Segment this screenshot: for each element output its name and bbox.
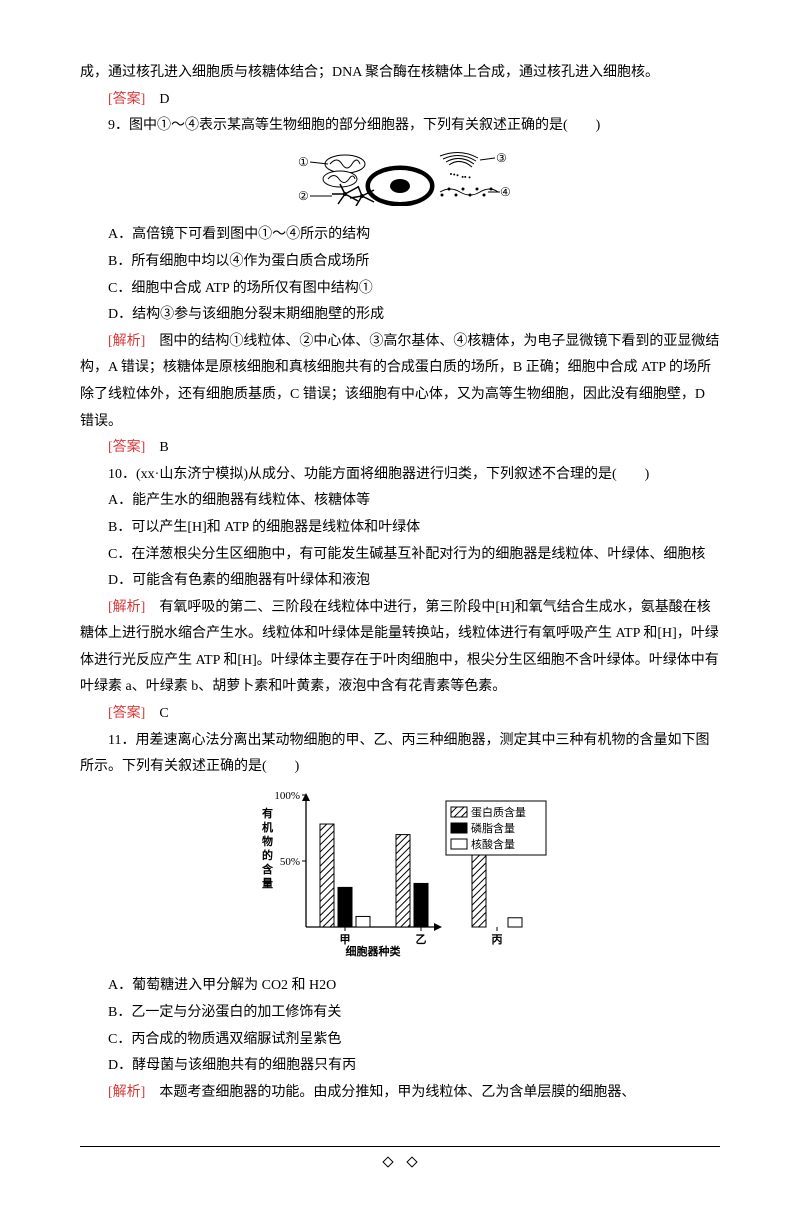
q9-answer: [答案] B xyxy=(80,435,720,462)
svg-text:核酸含量: 核酸含量 xyxy=(471,837,515,851)
q10-stem: 10．(xx·山东济宁模拟)从成分、功能方面将细胞器进行归类，下列叙述不合理的是… xyxy=(80,462,720,489)
svg-text:的: 的 xyxy=(262,848,273,862)
q11-optC: C．丙合成的物质遇双缩脲试剂呈紫色 xyxy=(80,1027,720,1054)
answer-value: B xyxy=(159,440,168,455)
analysis-text: 本题考查细胞器的功能。由成分推知，甲为线粒体、乙为含单层膜的细胞器、 xyxy=(159,1085,635,1100)
answer-label: [答案] xyxy=(108,706,145,721)
q10-optC: C．在洋葱根尖分生区细胞中，有可能发生碱基互补配对行为的细胞器是线粒体、叶绿体、… xyxy=(80,542,720,569)
svg-text:磷脂含量: 磷脂含量 xyxy=(471,821,515,835)
q9-figure: ① ② ③ ④ xyxy=(80,146,720,217)
svg-text:蛋白质含量: 蛋白质含量 xyxy=(471,805,526,819)
q9-optB: B．所有细胞中均以④作为蛋白质合成场所 xyxy=(80,249,720,276)
analysis-label: [解析] xyxy=(108,334,145,349)
q10-optD: D．可能含有色素的细胞器有叶绿体和液泡 xyxy=(80,568,720,595)
q11-optD: D．酵母菌与该细胞共有的细胞器只有丙 xyxy=(80,1053,720,1080)
answer-label: [答案] xyxy=(108,92,145,107)
svg-text:丙: 丙 xyxy=(492,933,503,946)
svg-text:含: 含 xyxy=(261,862,274,876)
svg-text:物: 物 xyxy=(262,834,273,848)
answer-value: D xyxy=(159,92,169,107)
svg-text:机: 机 xyxy=(262,820,273,834)
q10-optA: A．能产生水的细胞器有线粒体、核糖体等 xyxy=(80,488,720,515)
q9-optC: C．细胞中合成 ATP 的场所仅有图中结构① xyxy=(80,276,720,303)
answer-line-8: [答案] D xyxy=(80,87,720,114)
q11-analysis: [解析] 本题考查细胞器的功能。由成分推知，甲为线粒体、乙为含单层膜的细胞器、 xyxy=(80,1080,720,1107)
svg-text:②: ② xyxy=(298,189,309,203)
svg-text:有: 有 xyxy=(262,806,273,820)
q9-optD: D．结构③参与该细胞分裂末期细胞壁的形成 xyxy=(80,302,720,329)
analysis-label: [解析] xyxy=(108,1085,145,1100)
q9-stem: 9．图中①～④表示某高等生物细胞的部分细胞器，下列有关叙述正确的是( ) xyxy=(80,113,720,140)
footer-ornament-icon xyxy=(383,1157,394,1168)
svg-text:①: ① xyxy=(298,155,309,169)
footer-ornament-icon xyxy=(406,1157,417,1168)
svg-text:④: ④ xyxy=(500,185,510,199)
q11-chart: 50% 100%有机物的含量甲 乙 丙细胞器种类 蛋白质含量磷脂含量核酸含量 xyxy=(80,787,720,968)
carryover-text: 成，通过核孔进入细胞质与核糖体结合；DNA 聚合酶在核糖体上合成，通过核孔进入细… xyxy=(80,60,720,87)
svg-text:50%: 50% xyxy=(280,856,300,868)
svg-text:量: 量 xyxy=(262,877,273,890)
q10-optB: B．可以产生[H]和 ATP 的细胞器是线粒体和叶绿体 xyxy=(80,515,720,542)
q11-optA: A．葡萄糖进入甲分解为 CO2 和 H2O xyxy=(80,973,720,1000)
answer-value: C xyxy=(159,706,168,721)
q11-stem: 11．用差速离心法分离出某动物细胞的甲、乙、丙三种细胞器，测定其中三种有机物的含… xyxy=(80,728,720,781)
analysis-text: 图中的结构①线粒体、②中心体、③高尔基体、④核糖体，为电子显微镜下看到的亚显微结… xyxy=(80,334,719,429)
analysis-label: [解析] xyxy=(108,600,145,615)
svg-text:③: ③ xyxy=(496,151,507,165)
answer-label: [答案] xyxy=(108,440,145,455)
svg-text:细胞器种类: 细胞器种类 xyxy=(346,944,402,957)
q10-answer: [答案] C xyxy=(80,701,720,728)
svg-text:100%: 100% xyxy=(274,790,300,802)
q9-optA: A．高倍镜下可看到图中①～④所示的结构 xyxy=(80,222,720,249)
analysis-text: 有氧呼吸的第二、三阶段在线粒体中进行，第三阶段中[H]和氧气结合生成水，氨基酸在… xyxy=(80,600,719,695)
svg-text:甲: 甲 xyxy=(340,933,351,946)
svg-text:乙: 乙 xyxy=(416,933,427,946)
q9-analysis: [解析] 图中的结构①线粒体、②中心体、③高尔基体、④核糖体，为电子显微镜下看到… xyxy=(80,329,720,435)
page-footer xyxy=(80,1146,720,1178)
q11-optB: B．乙一定与分泌蛋白的加工修饰有关 xyxy=(80,1000,720,1027)
q10-analysis: [解析] 有氧呼吸的第二、三阶段在线粒体中进行，第三阶段中[H]和氧气结合生成水… xyxy=(80,595,720,701)
